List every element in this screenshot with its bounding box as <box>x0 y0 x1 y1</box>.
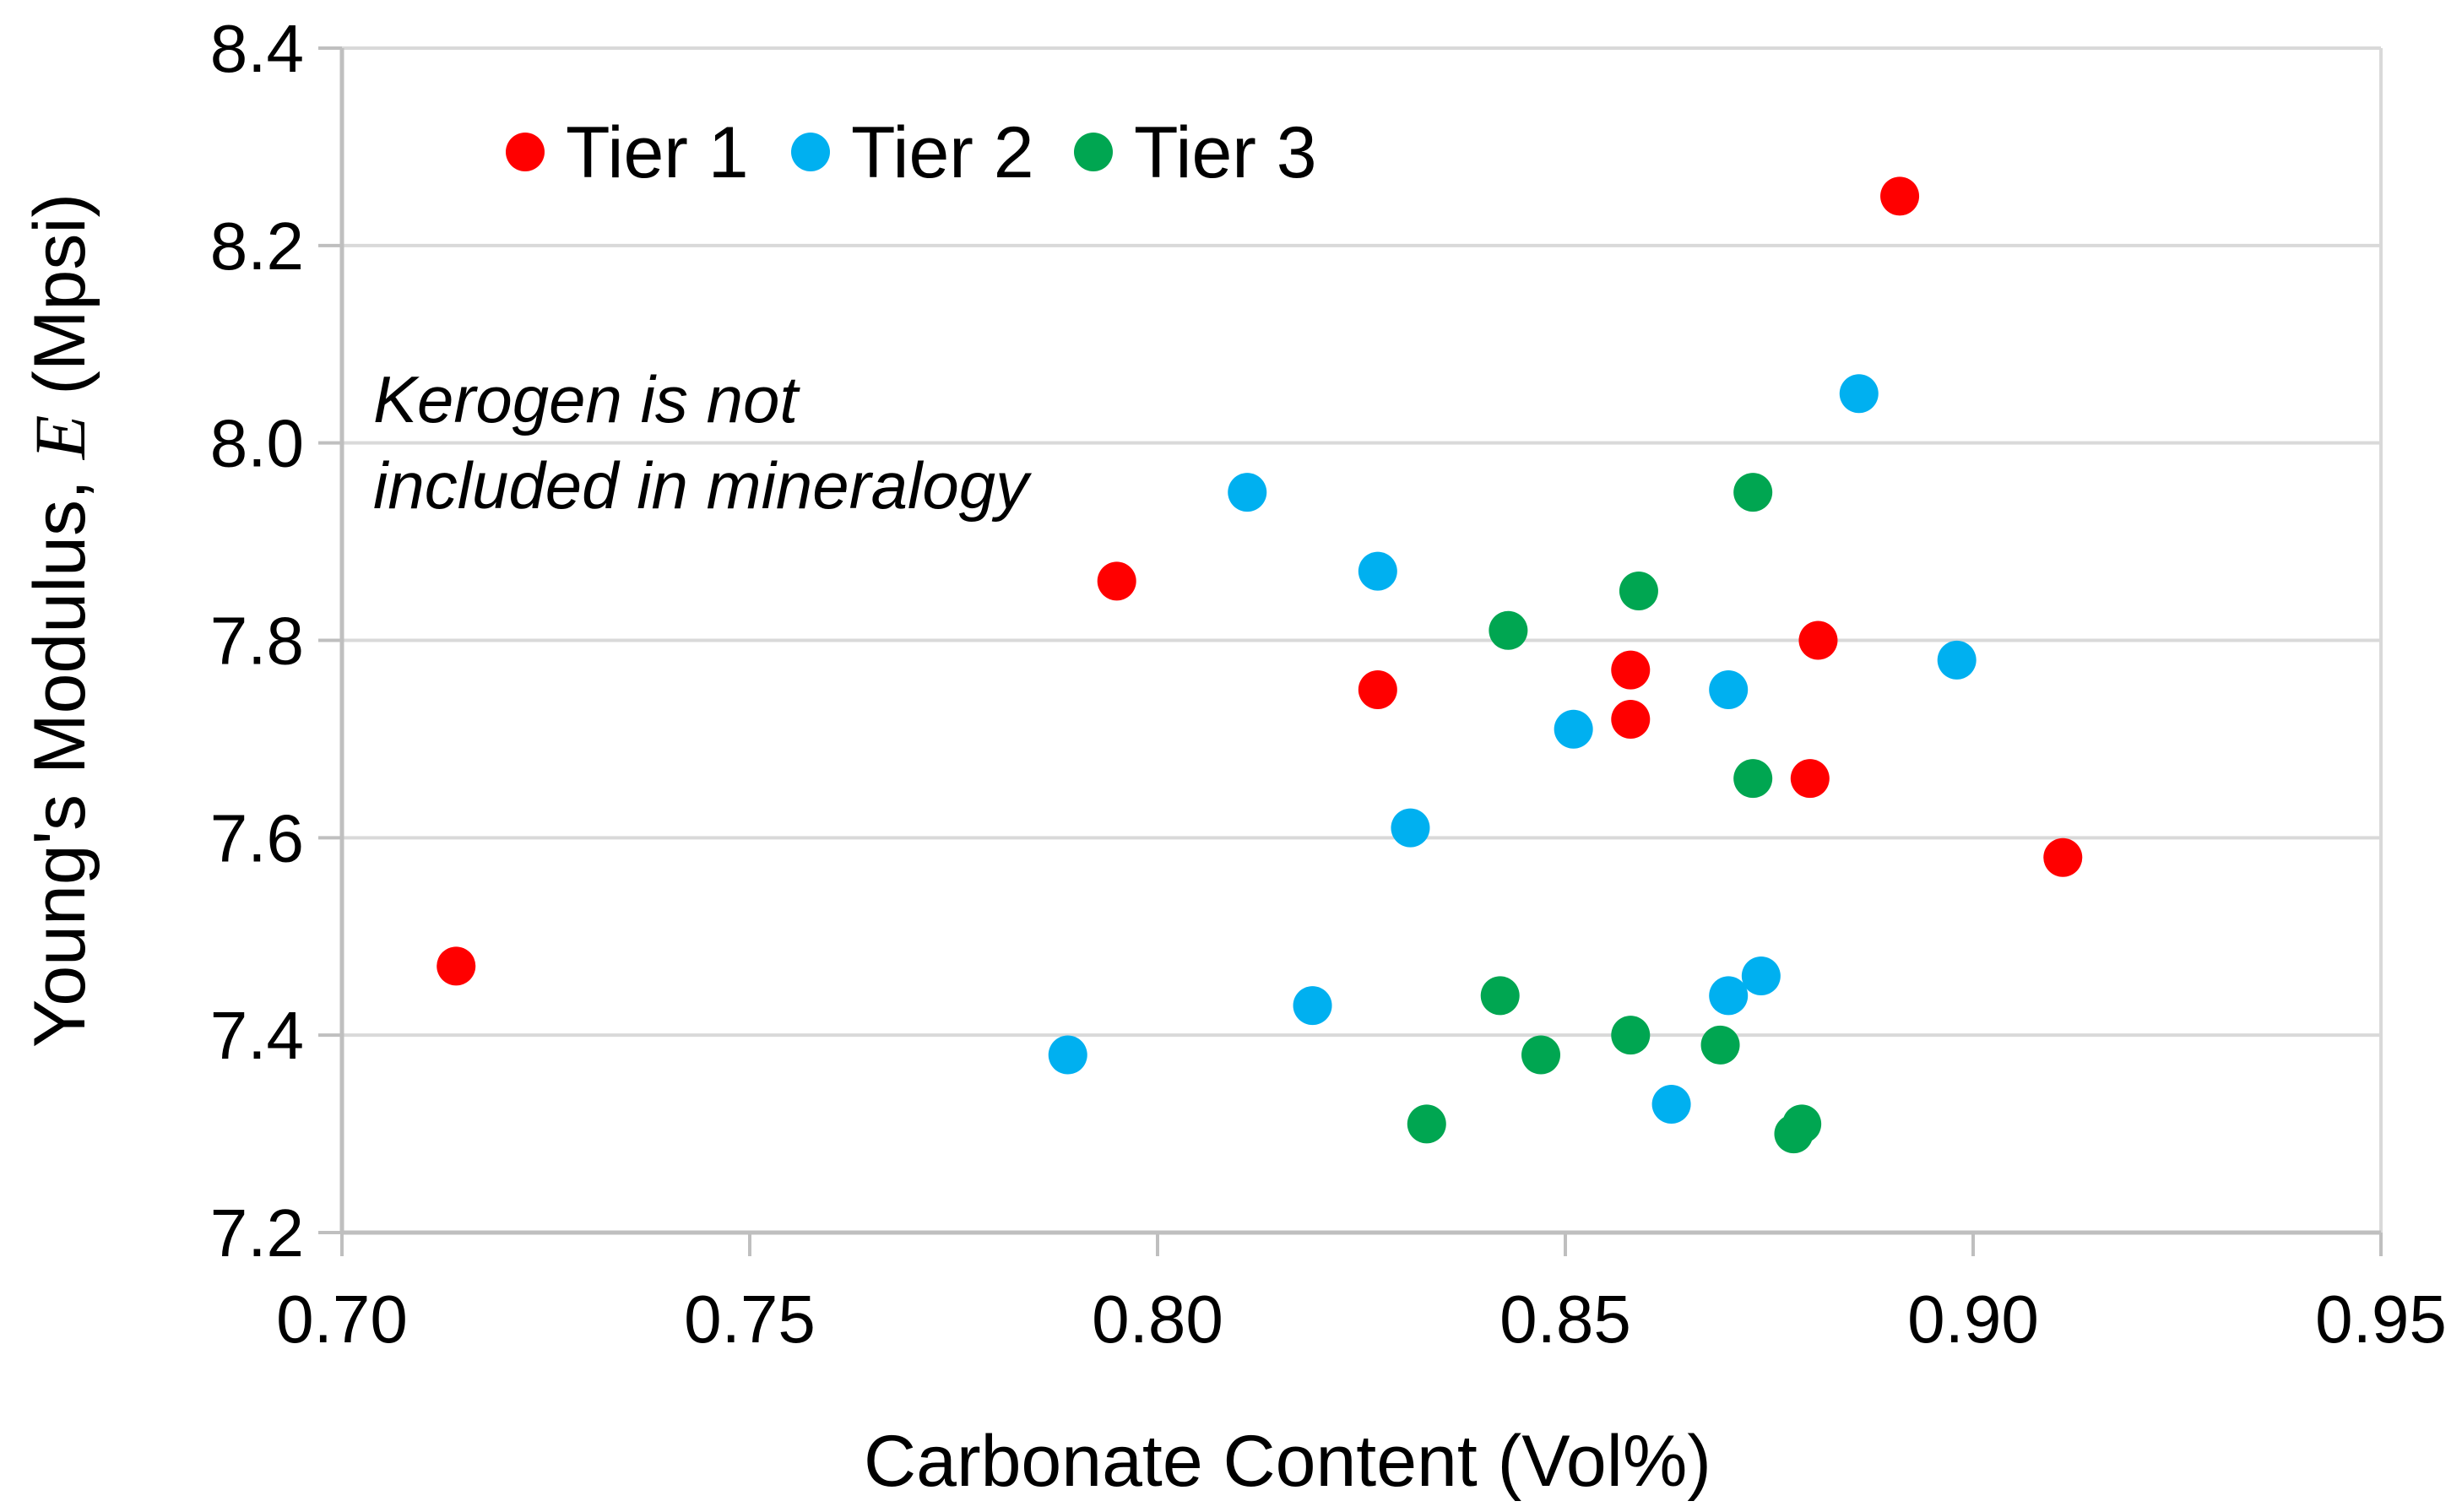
gridlines <box>342 46 2383 1233</box>
annotation-line-1: Kerogen is not <box>373 362 800 436</box>
data-point-tier-3 <box>1619 572 1658 611</box>
y-tick-label: 8.0 <box>210 406 304 481</box>
data-point-tier-3 <box>1733 473 1773 512</box>
x-tick-label: 0.80 <box>1092 1282 1223 1357</box>
x-tick-label: 0.95 <box>2315 1282 2447 1357</box>
annotation-line-2: included in mineralogy <box>373 448 1032 523</box>
data-point-tier-1 <box>437 946 476 986</box>
data-point-tier-2 <box>1228 473 1267 512</box>
data-point-tier-3 <box>1489 610 1528 650</box>
y-axis-title-symbol: E <box>19 415 100 462</box>
y-axis-title: Young's Modulus, E (Mpsi) <box>19 193 100 1048</box>
data-point-tier-2 <box>1391 808 1430 848</box>
data-point-tier-3 <box>1407 1104 1446 1144</box>
data-point-tier-1 <box>1790 759 1830 799</box>
y-tick-label: 7.4 <box>210 998 304 1073</box>
data-point-tier-3 <box>1782 1104 1822 1144</box>
legend-marker <box>791 133 830 171</box>
legend-label: Tier 2 <box>851 112 1034 193</box>
data-point-tier-3 <box>1480 976 1520 1016</box>
data-point-tier-1 <box>2043 837 2083 877</box>
x-tick-label: 0.85 <box>1499 1282 1631 1357</box>
data-point-tier-1 <box>1611 700 1651 740</box>
annotation-note: Kerogen is not included in mineralogy <box>373 362 1032 523</box>
data-point-tier-2 <box>1293 986 1332 1026</box>
y-axis-title-main: Young's Modulus, <box>19 480 100 1048</box>
data-point-tier-1 <box>1880 176 1920 216</box>
data-point-tier-2 <box>1709 976 1749 1016</box>
data-point-tier-2 <box>1741 957 1781 996</box>
data-point-tier-1 <box>1798 621 1838 660</box>
legend-marker <box>1074 133 1113 171</box>
data-point-tier-2 <box>1358 551 1397 591</box>
data-point-tier-2 <box>1709 669 1749 709</box>
legend: Tier 1 Tier 2 Tier 3 <box>506 112 1317 193</box>
data-point-tier-3 <box>1521 1035 1561 1075</box>
data-point-tier-2 <box>1937 640 1977 680</box>
y-tick-label: 7.8 <box>210 604 304 679</box>
y-tick-label: 7.2 <box>210 1195 304 1271</box>
x-tick-label: 0.90 <box>1907 1282 2039 1357</box>
data-points <box>437 176 2083 1154</box>
x-tick-label: 0.70 <box>276 1282 408 1357</box>
data-point-tier-1 <box>1358 669 1397 709</box>
data-point-tier-2 <box>1839 374 1879 414</box>
x-tick-label: 0.75 <box>684 1282 816 1357</box>
data-point-tier-1 <box>1097 561 1136 601</box>
legend-marker <box>506 133 545 171</box>
legend-label: Tier 3 <box>1134 112 1317 193</box>
data-point-tier-3 <box>1733 759 1773 799</box>
y-tick-label: 8.4 <box>210 11 304 86</box>
x-axis-title: Carbonate Content (Vol%) <box>864 1421 1711 1502</box>
legend-label: Tier 1 <box>566 112 749 193</box>
data-point-tier-2 <box>1048 1035 1087 1075</box>
y-tick-label: 8.2 <box>210 209 304 284</box>
data-point-tier-3 <box>1700 1025 1740 1065</box>
data-point-tier-3 <box>1611 1016 1651 1055</box>
data-point-tier-2 <box>1554 709 1593 749</box>
axes <box>318 46 2383 1256</box>
y-tick-label: 7.6 <box>210 800 304 875</box>
data-point-tier-1 <box>1611 650 1651 690</box>
data-point-tier-2 <box>1651 1085 1691 1125</box>
y-axis-title-unit: (Mpsi) <box>19 193 100 395</box>
tick-labels: 7.2 7.4 7.6 7.8 8.0 8.2 8.4 0.70 0.75 0.80 0.85 0.9… <box>210 11 2447 1357</box>
